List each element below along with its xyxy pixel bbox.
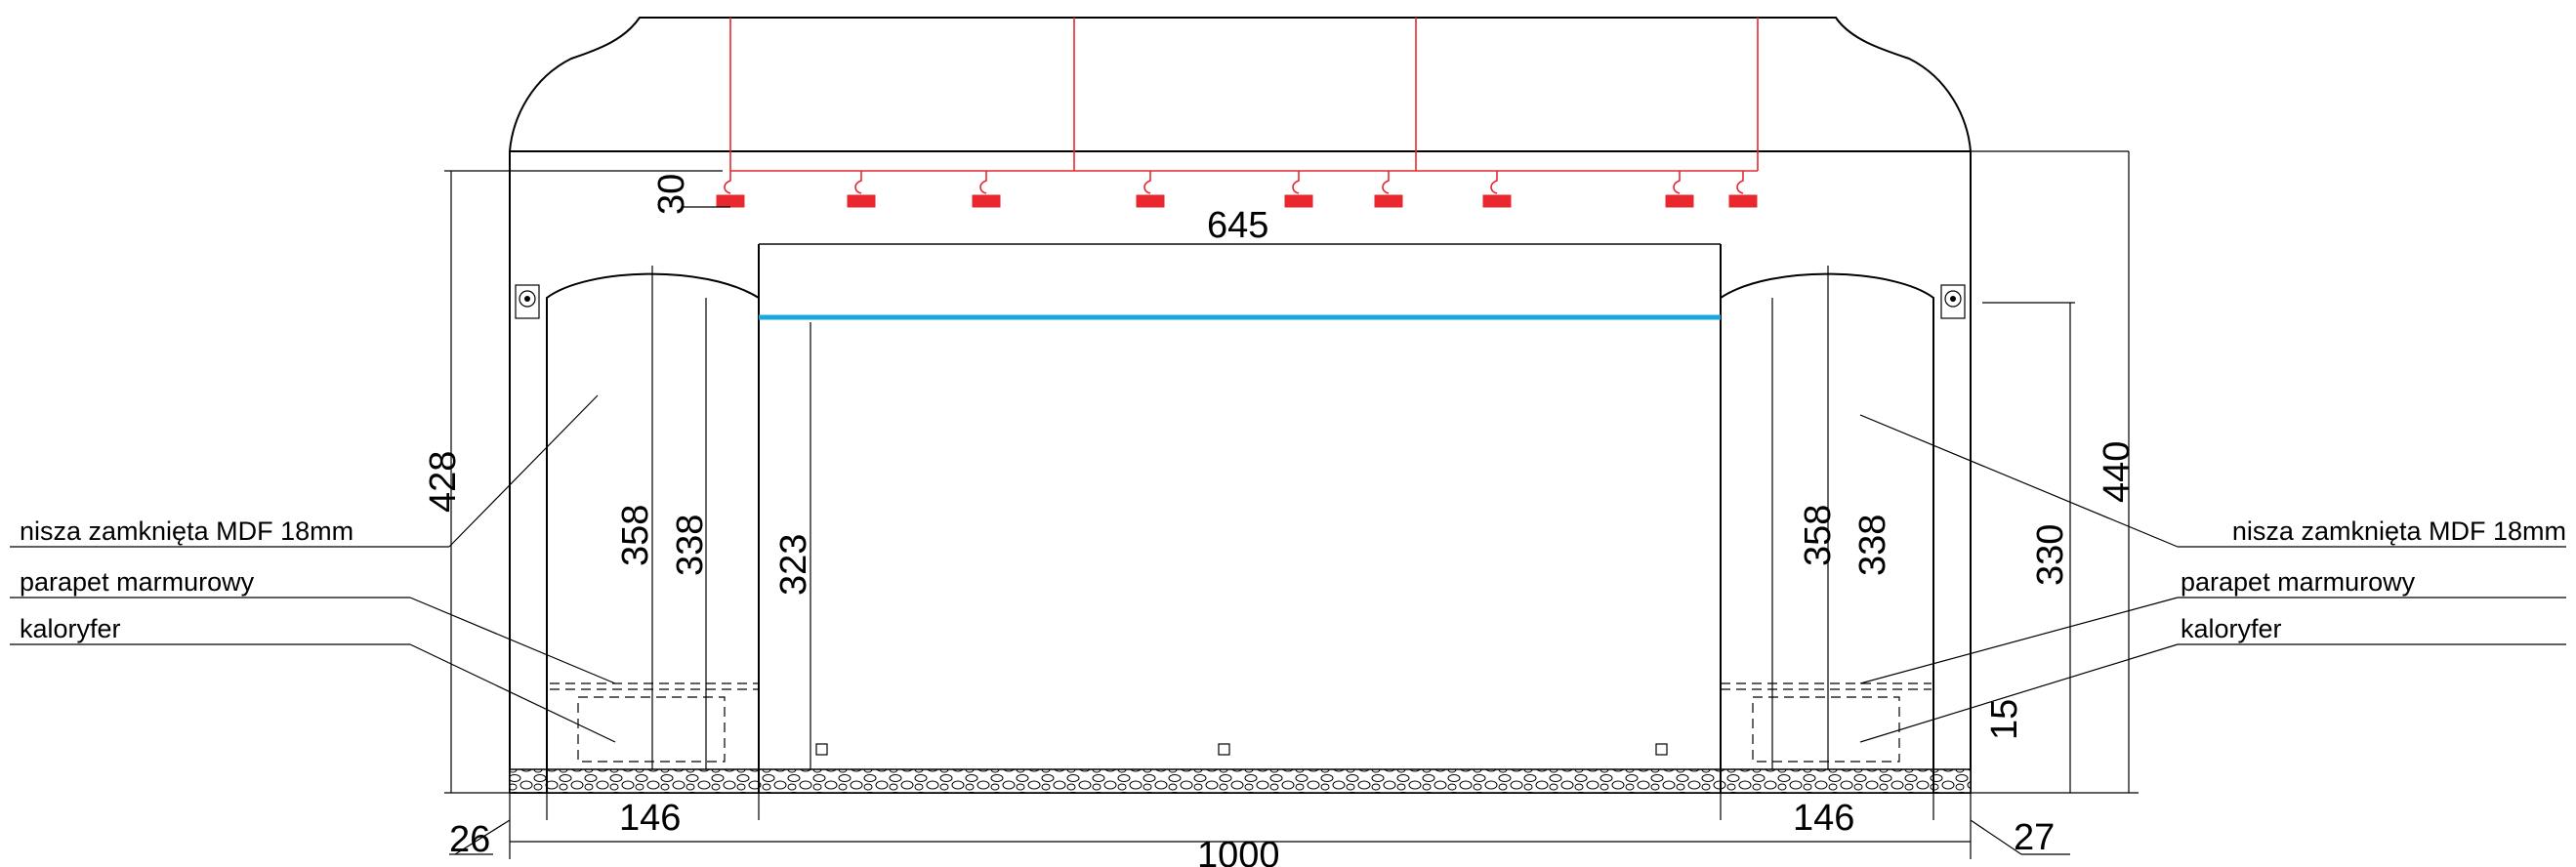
track-lights <box>729 18 1759 172</box>
dim-niche-width-right: 146 <box>1793 798 1854 839</box>
spotlight-icon <box>1374 171 1403 208</box>
label-right-sill: parapet marmurowy <box>2181 567 2416 597</box>
label-right-radiator: kaloryfer <box>2181 614 2282 643</box>
spotlight-icon <box>1284 171 1313 208</box>
stone-floor <box>509 768 1972 794</box>
dim-wall-height-right: 440 <box>2097 441 2138 503</box>
spotlight-icon <box>1665 171 1694 208</box>
spotlight-icon <box>847 171 876 208</box>
dim-niche-height-left: 358 <box>615 505 656 566</box>
dim-sill-height: 15 <box>1984 699 2025 740</box>
dim-opening-height: 323 <box>773 534 814 596</box>
spotlight-icon <box>716 171 745 208</box>
label-left-radiator: kaloryfer <box>20 614 121 643</box>
sconce-left-icon <box>515 284 540 319</box>
label-left-niche: nisza zamknięta MDF 18mm <box>20 516 353 546</box>
dim-niche-height-right: 358 <box>1798 505 1839 566</box>
spotlight-icon <box>1136 171 1165 208</box>
dim-wall-height-left: 428 <box>423 451 464 513</box>
dimension-lines <box>444 150 2139 859</box>
label-left-sill: parapet marmurowy <box>20 567 255 597</box>
dim-total-width: 1000 <box>1197 835 1280 867</box>
dim-wall-thickness-left: 26 <box>449 819 490 860</box>
ceiling-outline <box>509 17 1972 152</box>
radiator-left <box>577 696 726 763</box>
spotlight-icon <box>1482 171 1512 208</box>
outlet-icon <box>815 743 1668 756</box>
spotlights <box>716 171 1758 208</box>
spotlight-icon <box>1728 171 1758 208</box>
label-right-niche: nisza zamknięta MDF 18mm <box>2232 516 2566 546</box>
dim-ceiling-drop: 30 <box>651 174 692 215</box>
dim-niche-inner-right: 338 <box>1852 515 1893 576</box>
dim-niche-width-left: 146 <box>619 798 681 839</box>
dim-niche-inner-left: 338 <box>670 515 711 576</box>
dim-right-inner-height: 330 <box>2030 524 2071 586</box>
dim-opening-width: 645 <box>1207 205 1268 246</box>
dim-wall-thickness-right: 27 <box>2014 817 2055 858</box>
niche-left <box>546 272 760 793</box>
radiator-right <box>1752 696 1900 763</box>
niche-right <box>1720 272 1934 793</box>
leader-lines <box>10 394 2566 743</box>
sconce-right-icon <box>1940 284 1966 319</box>
spotlight-icon <box>972 171 1001 208</box>
